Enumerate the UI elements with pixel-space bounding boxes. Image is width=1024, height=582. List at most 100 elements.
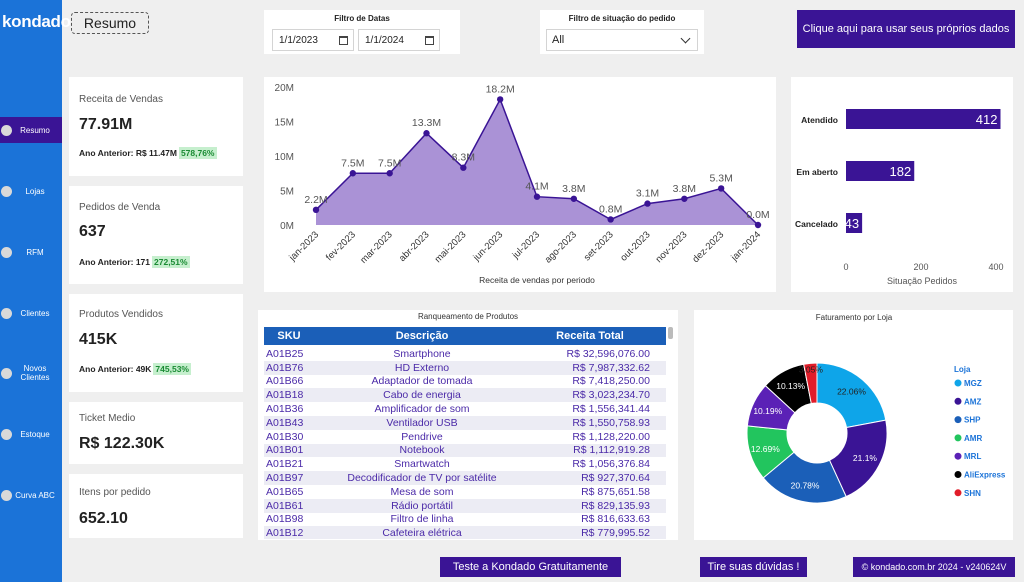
kpi-value: 652.10 bbox=[79, 510, 128, 527]
status-select[interactable]: All bbox=[546, 29, 698, 51]
table-cell: A01B25 bbox=[266, 347, 304, 360]
end-date-input[interactable]: 1/1/2024 bbox=[358, 29, 440, 51]
kpi-label: Receita de Vendas bbox=[79, 94, 163, 105]
data-point[interactable] bbox=[349, 170, 357, 177]
sidebar-item-lojas[interactable]: Lojas bbox=[0, 178, 62, 204]
sidebar-item-estoque[interactable]: Estoque bbox=[0, 421, 62, 447]
legend-label[interactable]: AMR bbox=[964, 434, 982, 443]
data-label: 0.0M bbox=[746, 209, 769, 221]
table-cell: Smartwatch bbox=[394, 458, 450, 471]
data-point[interactable] bbox=[754, 221, 762, 229]
sidebar-item-novos-clientes[interactable]: Novos Clientes bbox=[0, 359, 62, 387]
data-point[interactable] bbox=[607, 216, 614, 223]
x-tick-label: jul-2023 bbox=[510, 229, 542, 261]
legend-label[interactable]: AMZ bbox=[964, 397, 981, 406]
data-point[interactable] bbox=[570, 195, 578, 202]
circle-icon bbox=[1, 185, 12, 197]
table-cell: A01B65 bbox=[266, 485, 304, 498]
table-row[interactable]: A01B25 Smartphone R$ 32,596,076.00 bbox=[264, 347, 666, 361]
bar[interactable] bbox=[846, 109, 1001, 129]
table-row[interactable]: A01B98 Filtro de linha R$ 816,633.63 bbox=[264, 513, 666, 527]
bar[interactable] bbox=[846, 161, 915, 181]
kpi-previous-year: Ano Anterior: 49K 745,53% bbox=[79, 363, 191, 375]
pie-slice[interactable] bbox=[828, 419, 888, 498]
x-tick-label: 0 bbox=[843, 262, 848, 272]
table-row[interactable]: A01B97 Decodificador de TV por satélite R$… bbox=[264, 471, 666, 485]
legend-marker bbox=[954, 471, 962, 478]
table-row[interactable]: A01B65 Mesa de som R$ 875,651.58 bbox=[264, 485, 666, 499]
data-label: 3.1M bbox=[636, 188, 659, 200]
table-cell: A01B21 bbox=[266, 458, 304, 471]
sidebar-item-clientes[interactable]: Clientes bbox=[0, 300, 62, 326]
legend-label[interactable]: MRL bbox=[964, 452, 981, 461]
kondado-logo: kondado bbox=[2, 12, 71, 31]
sidebar-item-resumo[interactable]: Resumo bbox=[0, 117, 62, 143]
table-row[interactable]: A01B01 Notebook R$ 1,112,919.28 bbox=[264, 443, 666, 458]
circle-icon bbox=[1, 307, 12, 319]
table-row[interactable]: A01B36 Amplificador de som R$ 1,556,341.44 bbox=[264, 402, 666, 416]
slice-label: 21.1% bbox=[853, 453, 878, 463]
bar[interactable] bbox=[846, 213, 863, 233]
free-trial-button[interactable]: Teste a Kondado Gratuitamente bbox=[440, 557, 621, 577]
table-cell: R$ 3,023,234.70 bbox=[572, 389, 650, 402]
help-button[interactable]: Tire suas dúvidas ! bbox=[700, 557, 807, 577]
table-scrollbar[interactable] bbox=[668, 327, 673, 339]
table-cell: A01B01 bbox=[266, 444, 304, 457]
x-tick-label: ago-2023 bbox=[543, 229, 579, 265]
legend-marker bbox=[954, 489, 962, 497]
data-label: 8.3M bbox=[452, 152, 475, 164]
column-header-sku[interactable]: SKU bbox=[277, 330, 301, 342]
data-point[interactable] bbox=[386, 170, 393, 177]
legend-marker bbox=[954, 416, 962, 424]
table-cell: Mesa de som bbox=[390, 485, 454, 498]
table-row[interactable]: A01B12 Cafeteira elétrica R$ 779,995.52 bbox=[264, 526, 666, 539]
category-label: Em aberto bbox=[796, 167, 838, 177]
table-row[interactable]: A01B61 Rádio portátil R$ 829,135.93 bbox=[264, 498, 666, 513]
data-point[interactable] bbox=[533, 193, 541, 200]
data-point[interactable] bbox=[681, 195, 688, 202]
sidebar-item-curva-abc[interactable]: Curva ABC bbox=[0, 481, 62, 509]
x-tick-label: nov-2023 bbox=[654, 229, 690, 265]
legend-label[interactable]: SHP bbox=[964, 416, 981, 425]
bar-value-label: 412 bbox=[976, 112, 998, 127]
table-cell: Cabo de energia bbox=[383, 389, 461, 402]
data-point[interactable] bbox=[460, 164, 467, 171]
table-cell: A01B97 bbox=[266, 472, 304, 485]
table-row[interactable]: A01B21 Smartwatch R$ 1,056,376.84 bbox=[264, 457, 666, 471]
calendar-icon[interactable] bbox=[339, 36, 348, 45]
data-point[interactable] bbox=[312, 206, 320, 214]
start-date-input[interactable]: 1/1/2023 bbox=[272, 29, 354, 51]
use-own-data-button[interactable]: Clique aqui para usar seus próprios dado… bbox=[797, 10, 1015, 48]
pie-slice[interactable] bbox=[803, 362, 818, 405]
table-row[interactable]: A01B30 Pendrive R$ 1,128,220.00 bbox=[264, 430, 666, 444]
data-label: 7.5M bbox=[378, 157, 401, 169]
table-cell: HD Externo bbox=[394, 361, 450, 374]
legend-label[interactable]: SHN bbox=[964, 489, 981, 498]
data-point[interactable] bbox=[423, 130, 430, 137]
data-label: 7.5M bbox=[341, 157, 364, 169]
kpi-card-produtos: Produtos Vendidos 415K Ano Anterior: 49K… bbox=[69, 294, 243, 392]
bar-value-label: 43 bbox=[845, 216, 859, 231]
page-title: Resumo bbox=[71, 12, 149, 34]
kpi-card-ticket: Ticket Medio R$ 122.30K bbox=[69, 402, 243, 464]
data-point[interactable] bbox=[496, 96, 504, 103]
footer-copyright: © kondado.com.br 2024 - v240624V bbox=[853, 557, 1015, 577]
data-point[interactable] bbox=[717, 185, 725, 192]
column-header-receita[interactable]: Receita Total bbox=[556, 330, 624, 342]
table-row[interactable]: A01B43 Ventilador USB R$ 1,550,758.93 bbox=[264, 415, 666, 430]
data-point[interactable] bbox=[644, 200, 651, 207]
table-row[interactable]: A01B66 Adaptador de tomada R$ 7,418,250.00 bbox=[264, 375, 666, 389]
sidebar-item-rfm[interactable]: RFM bbox=[0, 239, 62, 265]
x-tick-label: jan-2023 bbox=[286, 229, 321, 264]
pie-slice[interactable] bbox=[762, 451, 847, 504]
growth-badge: 745,53% bbox=[153, 363, 191, 375]
x-tick-label: dez-2023 bbox=[690, 229, 726, 265]
column-header-descricao[interactable]: Descrição bbox=[395, 330, 449, 342]
legend-label[interactable]: MGZ bbox=[964, 379, 982, 388]
calendar-icon[interactable] bbox=[425, 36, 434, 45]
legend-label[interactable]: AliExpress bbox=[964, 471, 1006, 480]
y-tick-label: 15M bbox=[275, 118, 294, 129]
table-row[interactable]: A01B18 Cabo de energia R$ 3,023,234.70 bbox=[264, 388, 666, 403]
table-row[interactable]: A01B76 HD Externo R$ 7,987,332.62 bbox=[264, 360, 666, 375]
table-cell: Cafeteira elétrica bbox=[382, 527, 462, 539]
